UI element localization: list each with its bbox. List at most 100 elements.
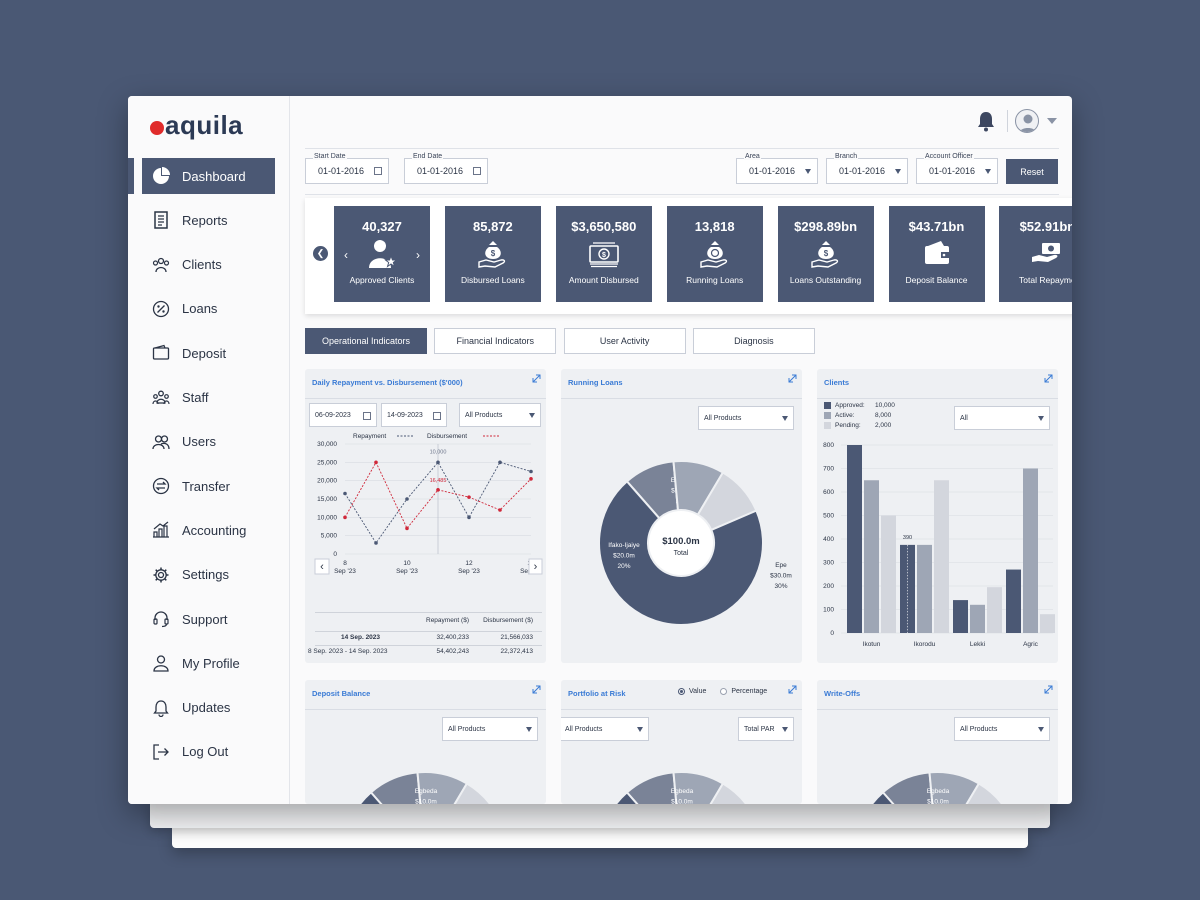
sidebar-item-updates[interactable]: Updates — [142, 690, 275, 726]
kpi-card-deposit-balance[interactable]: $43.71bn Deposit Balance — [888, 206, 985, 302]
data-point[interactable] — [498, 508, 502, 512]
avatar[interactable] — [1015, 109, 1039, 133]
area-select[interactable]: Area 01-01-2016 — [736, 153, 818, 184]
area-value: 01-01-2016 — [749, 166, 796, 176]
sidebar-item-reports[interactable]: Reports — [142, 202, 275, 238]
sidebar-item-dashboard[interactable]: Dashboard — [142, 158, 275, 194]
bar-pending[interactable] — [987, 587, 1002, 633]
bar-approved[interactable] — [953, 600, 968, 633]
data-point[interactable] — [498, 460, 502, 465]
chevron-right-icon[interactable]: › — [416, 248, 420, 262]
sidebar-item-accounting[interactable]: Accounting — [142, 512, 275, 548]
legend-item: Pending: 2,000 — [824, 422, 891, 429]
data-point[interactable] — [343, 491, 347, 496]
data-point[interactable] — [343, 515, 347, 520]
sidebar-item-users[interactable]: Users — [142, 424, 275, 460]
date-to-field[interactable]: 14-09-2023 — [381, 403, 447, 427]
kpi-value: $298.89bn — [794, 219, 858, 234]
radio-value[interactable] — [678, 688, 685, 695]
product-select-value: All Products — [704, 414, 742, 422]
data-point[interactable] — [436, 488, 440, 492]
kpi-card-disbursed-loans[interactable]: 85,872 $ Disbursed Loans — [444, 206, 541, 302]
data-point[interactable] — [529, 469, 533, 474]
sidebar-item-loans[interactable]: Loans — [142, 291, 275, 327]
expand-icon[interactable] — [1044, 685, 1053, 694]
donut-slice-ifako-ijaiye[interactable] — [598, 479, 764, 626]
expand-icon[interactable] — [532, 685, 541, 694]
date-from-field[interactable]: 06-09-2023 — [309, 403, 377, 427]
bar-active[interactable] — [864, 480, 879, 633]
brand-logo[interactable]: aquila — [150, 110, 243, 141]
legend-value: 10,000 — [875, 402, 895, 409]
bar-pending[interactable] — [1040, 614, 1055, 633]
expand-icon[interactable] — [532, 374, 541, 383]
donut-slice[interactable] — [343, 790, 507, 804]
data-point[interactable] — [436, 460, 440, 465]
donut-slice[interactable] — [954, 782, 1012, 804]
data-point[interactable] — [374, 541, 378, 545]
data-point[interactable] — [529, 477, 533, 481]
bar-approved[interactable] — [900, 544, 915, 633]
product-select[interactable]: All Products — [442, 717, 538, 741]
expand-icon[interactable] — [1044, 374, 1053, 383]
kpi-card-loans-outstanding[interactable]: $298.89bn $ Loans Outstanding — [777, 206, 874, 302]
product-select[interactable]: All Products — [954, 717, 1050, 741]
donut-slice[interactable] — [599, 790, 763, 804]
branch-select[interactable]: Branch 01-01-2016 — [826, 153, 908, 184]
expand-icon[interactable] — [788, 685, 797, 694]
data-point[interactable] — [405, 526, 409, 531]
calendar-icon[interactable] — [363, 412, 371, 420]
sidebar-item-my-profile[interactable]: My Profile — [142, 645, 275, 681]
bar-approved[interactable] — [1006, 569, 1021, 633]
sidebar-item-settings[interactable]: Settings — [142, 557, 275, 593]
kpi-card-running-loans[interactable]: 13,818 Running Loans — [666, 206, 763, 302]
tab-user-activity[interactable]: User Activity — [563, 328, 686, 354]
expand-icon[interactable] — [788, 374, 797, 383]
radio-percentage[interactable] — [720, 688, 728, 695]
chevron-left-icon[interactable]: ‹ — [344, 248, 348, 262]
calendar-icon[interactable] — [433, 412, 441, 420]
sidebar-item-clients[interactable]: Clients — [142, 247, 275, 283]
product-select[interactable]: All Products — [561, 717, 649, 741]
par-select[interactable]: Total PAR — [738, 717, 794, 741]
bar-active[interactable] — [917, 544, 932, 633]
staff-icon — [152, 389, 170, 407]
chart-next-button[interactable]: › — [528, 558, 543, 575]
chart-prev-button[interactable]: ‹ — [314, 558, 330, 575]
bar-active[interactable] — [1023, 468, 1038, 634]
bell-icon[interactable] — [976, 110, 996, 132]
end-date-field[interactable]: End Date 01-01-2016 — [404, 153, 488, 184]
bar-pending[interactable] — [881, 515, 896, 634]
product-select[interactable]: All Products — [459, 403, 541, 427]
data-point[interactable] — [374, 460, 378, 465]
data-point[interactable] — [467, 495, 471, 499]
sidebar-item-transfer[interactable]: Transfer — [142, 468, 275, 504]
tab-diagnosis[interactable]: Diagnosis — [692, 328, 815, 354]
carousel-prev-button[interactable]: ❮ — [313, 246, 328, 261]
kpi-card-approved-clients[interactable]: 40,327 Approved Clients ‹ › — [334, 206, 430, 302]
sidebar-item-staff[interactable]: Staff — [142, 380, 275, 416]
chevron-down-icon[interactable] — [1047, 118, 1057, 124]
bar-pending[interactable] — [934, 480, 949, 633]
donut-slice[interactable] — [698, 782, 756, 804]
bar-approved[interactable] — [847, 445, 862, 633]
sidebar-item-support[interactable]: Support — [142, 601, 275, 637]
bar-active[interactable] — [970, 604, 985, 633]
kpi-card-amount-disbursed[interactable]: $3,650,580 $ Amount Disbursed — [555, 206, 652, 302]
tab-operational-indicators[interactable]: Operational Indicators — [305, 328, 427, 354]
tab-financial-indicators[interactable]: Financial Indicators — [434, 328, 557, 354]
calendar-icon[interactable] — [374, 167, 382, 175]
sidebar-item-log-out[interactable]: Log Out — [142, 734, 275, 770]
data-point[interactable] — [405, 497, 409, 501]
reset-button[interactable]: Reset — [1006, 159, 1058, 184]
calendar-icon[interactable] — [473, 167, 481, 175]
account-officer-select[interactable]: Account Officer 01-01-2016 — [916, 153, 998, 184]
sidebar-item-deposit[interactable]: Deposit — [142, 335, 275, 371]
product-select[interactable]: All Products — [698, 406, 794, 430]
clients-select[interactable]: All — [954, 406, 1050, 430]
kpi-card-total-repayme[interactable]: $52.91bn Total Repayme — [999, 206, 1072, 302]
donut-slice[interactable] — [442, 782, 500, 804]
donut-slice[interactable] — [855, 790, 1019, 804]
data-point[interactable] — [467, 515, 471, 520]
start-date-field[interactable]: Start Date 01-01-2016 — [305, 153, 389, 184]
